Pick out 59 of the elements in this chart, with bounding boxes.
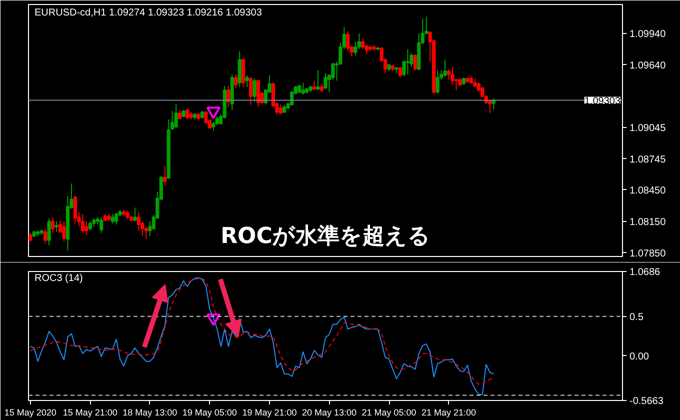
candlestick bbox=[242, 58, 246, 88]
candlestick bbox=[238, 50, 242, 88]
candlestick bbox=[324, 72, 328, 90]
candlestick bbox=[50, 216, 55, 234]
ref-line-label: 1.09303 bbox=[584, 96, 621, 107]
y-tick-label: 0.5 bbox=[630, 312, 644, 323]
candlestick bbox=[47, 218, 51, 246]
candlestick bbox=[110, 213, 114, 224]
candlestick bbox=[163, 165, 167, 186]
candlestick bbox=[88, 220, 92, 232]
candlestick bbox=[178, 110, 182, 120]
x-tick-label: 19 May 21:00 bbox=[242, 408, 297, 418]
candlestick bbox=[398, 66, 402, 78]
candlestick bbox=[44, 228, 48, 244]
x-tick-label: 19 May 05:00 bbox=[182, 408, 237, 418]
candlestick bbox=[54, 220, 58, 232]
x-tick-label: 21 May 05:00 bbox=[362, 408, 416, 418]
chart-title: ROC3 (14) bbox=[34, 273, 83, 284]
y-tick-label: 1.08450 bbox=[630, 185, 666, 196]
x-tick-label: 15 May 2020 bbox=[4, 408, 56, 418]
x-tick-label: 15 May 21:00 bbox=[62, 408, 118, 418]
y-tick-label: 1.09940 bbox=[630, 28, 666, 40]
candlestick bbox=[312, 80, 316, 91]
x-tick-label: 18 May 13:00 bbox=[122, 408, 178, 418]
candlestick bbox=[301, 82, 305, 95]
y-tick-label: 1.09640 bbox=[630, 60, 666, 72]
candlestick bbox=[406, 48, 410, 75]
y-tick-label: -0.5663 bbox=[630, 396, 664, 407]
candlestick bbox=[80, 213, 84, 234]
candlestick bbox=[226, 85, 230, 108]
candlestick bbox=[248, 76, 253, 106]
candlestick bbox=[278, 104, 282, 115]
y-tick-label: 1.09045 bbox=[630, 122, 666, 134]
y-tick-label: 1.0686 bbox=[630, 267, 661, 278]
candlestick bbox=[454, 78, 458, 91]
candlestick bbox=[73, 196, 78, 224]
candlestick bbox=[185, 108, 190, 120]
y-tick-label: 0.00 bbox=[630, 351, 650, 362]
candlestick bbox=[436, 70, 440, 94]
y-tick-label: 1.08745 bbox=[630, 154, 666, 166]
candlestick bbox=[133, 207, 137, 222]
candlestick bbox=[256, 79, 260, 108]
candlestick bbox=[100, 216, 104, 234]
candlestick bbox=[234, 74, 238, 88]
candlestick bbox=[443, 59, 447, 77]
chart-title: EURUSD-cd,H1 1.09274 1.09323 1.09216 1.09303 bbox=[34, 8, 262, 19]
candlestick bbox=[114, 212, 118, 225]
annotation: ROCが水準を超える bbox=[220, 224, 430, 249]
y-tick-label: 1.08150 bbox=[630, 216, 666, 228]
candlestick bbox=[174, 103, 178, 128]
candlestick bbox=[316, 70, 320, 91]
y-tick-label: 1.07850 bbox=[630, 248, 666, 260]
candlestick bbox=[84, 220, 88, 236]
candlestick bbox=[62, 220, 66, 242]
candlestick bbox=[252, 78, 256, 102]
x-tick-label: 20 May 13:00 bbox=[302, 408, 357, 418]
candlestick bbox=[245, 74, 249, 88]
x-tick-label: 21 May 21:00 bbox=[422, 408, 476, 418]
candlestick bbox=[413, 54, 417, 71]
